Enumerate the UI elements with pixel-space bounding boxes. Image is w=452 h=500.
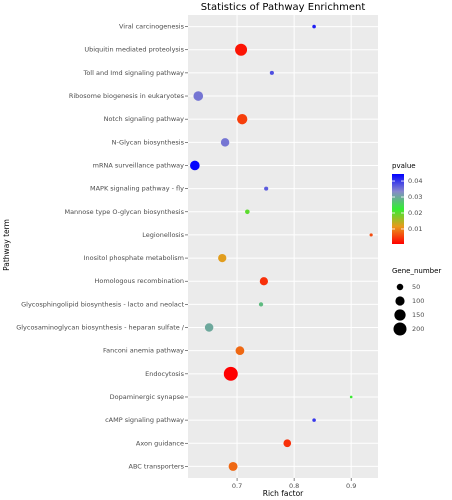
size-label: 150 (412, 311, 424, 319)
y-tick-label: ABC transporters (129, 462, 185, 470)
y-tick-label: Endocytosis (145, 370, 184, 378)
bubble (193, 91, 204, 101)
bubble (258, 302, 264, 307)
y-tick-label: Dopaminergic synapse (110, 393, 184, 401)
bubble (349, 395, 353, 399)
x-tick-label: 0.8 (289, 482, 299, 490)
bubble (204, 323, 214, 332)
size-key (394, 309, 406, 321)
size-label: 50 (412, 283, 420, 291)
bubble (220, 138, 230, 147)
bubble (190, 160, 200, 171)
x-axis-label: Rich factor (263, 489, 304, 498)
color-legend-title: pvalue (392, 162, 416, 170)
size-key (393, 322, 407, 336)
y-tick-label: Homologous recombination (94, 277, 184, 285)
bubble (228, 461, 238, 471)
bubble (237, 114, 248, 125)
y-tick-label: Inositol phosphate metabolism (84, 254, 184, 262)
size-key (396, 283, 404, 291)
color-bar (392, 174, 404, 244)
y-tick-label: Toll and Imd signaling pathway (82, 69, 184, 77)
bubble (312, 24, 316, 29)
color-tick-label: 0.01 (408, 225, 422, 233)
y-tick-label: Glycosaminoglycan biosynthesis - heparan… (16, 324, 185, 332)
bubble (369, 233, 373, 237)
bubble (223, 366, 238, 381)
bubble (269, 70, 274, 75)
y-tick-label: mRNA surveillance pathway (93, 161, 184, 169)
y-tick-label: N-Glycan biosynthesis (112, 138, 185, 146)
y-tick-label: Notch signaling pathway (104, 115, 185, 123)
bubble (245, 209, 250, 215)
y-axis-label: Pathway term (2, 219, 11, 271)
bubble (259, 277, 269, 286)
x-tick-label: 0.7 (232, 482, 242, 490)
color-tick-label: 0.03 (408, 193, 422, 201)
bubble (235, 346, 245, 356)
size-label: 200 (412, 325, 424, 333)
bubble (312, 418, 316, 422)
color-tick-label: 0.04 (408, 177, 422, 185)
y-tick-label: Fanconi anemia pathway (103, 347, 184, 355)
size-legend-title: Gene_number (392, 267, 441, 275)
x-tick-label: 0.9 (346, 482, 356, 490)
color-tick-label: 0.02 (408, 209, 422, 217)
y-tick-label: Viral carcinogenesis (119, 23, 185, 31)
bubble (235, 43, 248, 56)
y-tick-label: cAMP signaling pathway (105, 416, 184, 424)
bubble (218, 253, 227, 263)
size-key (395, 296, 405, 306)
y-tick-label: Glycosphingolipid biosynthesis - lacto a… (21, 300, 184, 308)
y-tick-label: MAPK signaling pathway - fly (90, 185, 184, 193)
y-tick-label: Ribosome biogenesis in eukaryotes (69, 92, 185, 100)
y-tick-label: Mannose type O-glycan biosynthesis (64, 208, 184, 216)
y-tick-label: Ubiquitin mediated proteolysis (84, 46, 184, 54)
size-label: 100 (412, 297, 424, 305)
y-tick-label: Legionellosis (142, 231, 184, 239)
bubble (264, 186, 269, 191)
y-tick-label: Axon guidance (136, 439, 184, 447)
panel (188, 15, 378, 478)
bubble (283, 439, 292, 448)
chart-title: Statistics of Pathway Enrichment (201, 2, 366, 13)
